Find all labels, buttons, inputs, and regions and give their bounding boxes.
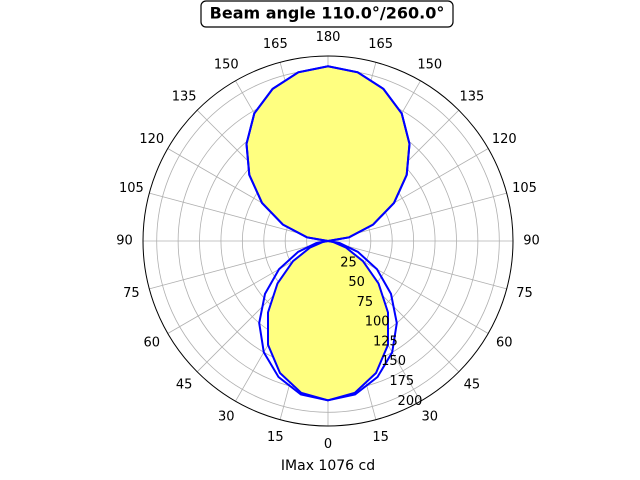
theta-tick-label: 15 <box>372 430 389 445</box>
theta-tick-label: 120 <box>492 132 517 147</box>
theta-tick-label: 75 <box>123 286 140 301</box>
theta-tick-label: 120 <box>139 132 164 147</box>
grid-spoke <box>149 240 329 290</box>
r-tick-label: 75 <box>357 295 374 310</box>
r-tick-label: 150 <box>381 354 406 369</box>
theta-tick-label: 60 <box>143 335 160 350</box>
r-tick-label: 25 <box>340 255 357 270</box>
theta-tick-label: 135 <box>459 90 484 105</box>
theta-tick-label: 15 <box>267 430 284 445</box>
theta-tick-label: 105 <box>512 181 537 196</box>
r-tick-label: 200 <box>398 394 423 409</box>
theta-tick-label: 45 <box>464 377 481 392</box>
title-box <box>200 0 454 28</box>
theta-tick-label: 90 <box>116 234 133 249</box>
theta-tick-label: 165 <box>263 37 288 52</box>
r-tick-label: 50 <box>348 275 365 290</box>
theta-tick-label: 30 <box>218 410 235 425</box>
polar-frame <box>142 55 514 427</box>
theta-tick-label: 60 <box>496 335 513 350</box>
theta-tick-label: 30 <box>421 410 438 425</box>
chart-title: Beam angle 110.0°/260.0° <box>210 4 445 23</box>
theta-tick-label: 180 <box>316 30 341 45</box>
r-tick-label: 100 <box>365 315 390 330</box>
theta-tick-label: 150 <box>214 57 239 72</box>
series-curve <box>245 65 411 402</box>
theta-tick-label: 135 <box>172 90 197 105</box>
theta-tick-label: 165 <box>368 37 393 52</box>
theta-tick-label: 75 <box>516 286 533 301</box>
theta-tick-label: 45 <box>176 377 193 392</box>
series-curve <box>245 65 411 402</box>
x-axis-label: IMax 1076 cd <box>281 458 375 474</box>
r-tick-label: 125 <box>373 334 398 349</box>
theta-tick-label: 150 <box>417 57 442 72</box>
theta-tick-label: 90 <box>523 234 540 249</box>
theta-tick-label: 105 <box>119 181 144 196</box>
grid-spoke <box>327 240 507 290</box>
r-tick-label: 175 <box>389 374 414 389</box>
theta-tick-label: 0 <box>324 437 332 452</box>
